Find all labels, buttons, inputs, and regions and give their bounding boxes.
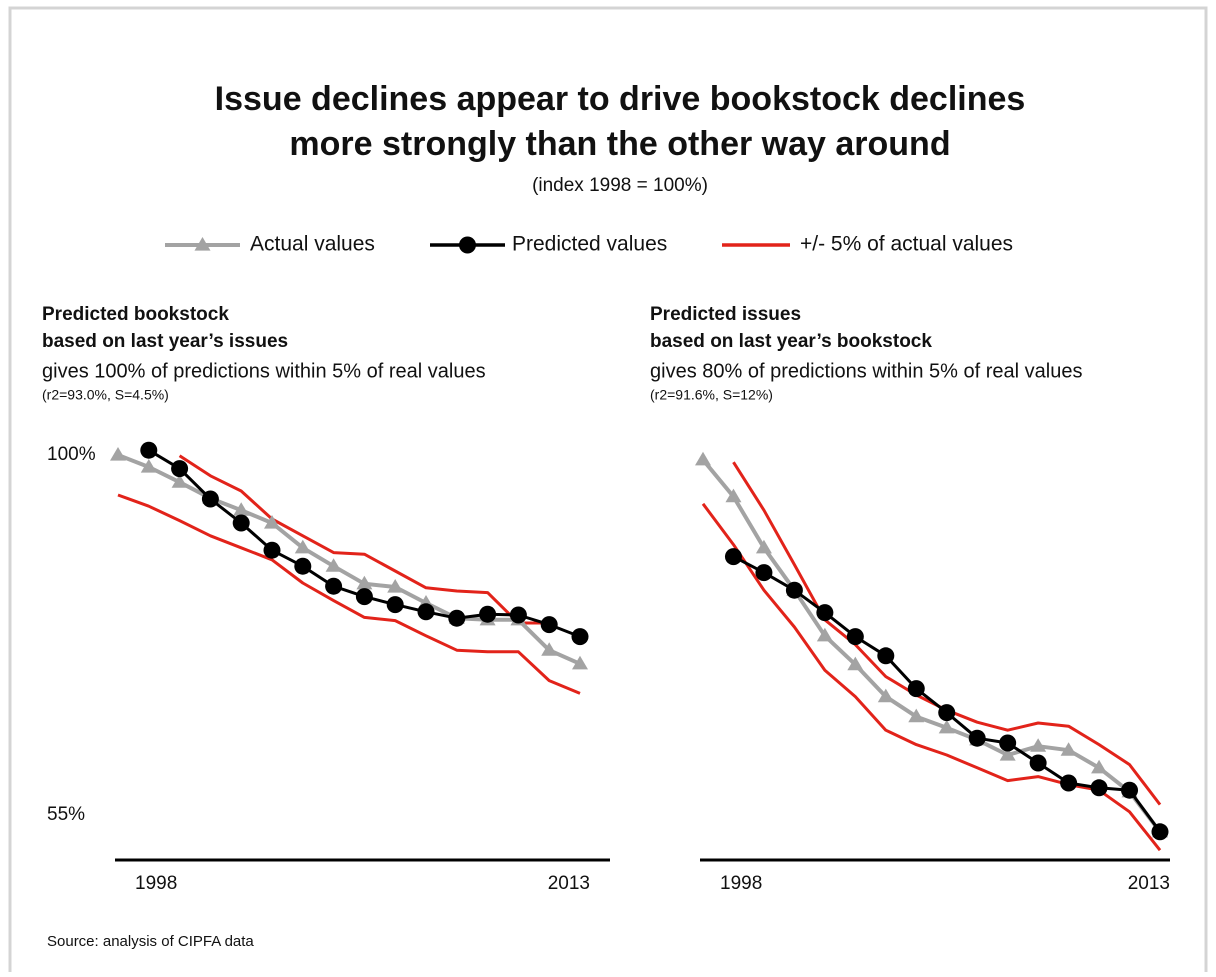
x-tick-label: 1998 <box>135 873 177 894</box>
marker-circle <box>448 609 466 627</box>
marker-circle <box>325 577 343 595</box>
marker-triangle <box>572 655 588 670</box>
marker-triangle <box>356 575 373 590</box>
series-line <box>117 493 581 695</box>
series-line <box>178 454 550 625</box>
marker-circle <box>877 647 895 665</box>
legend: Actual values Predicted values +/- 5% of a… <box>165 233 1013 256</box>
marker-circle <box>509 606 527 624</box>
marker-triangle <box>938 719 955 734</box>
marker-circle <box>201 490 219 508</box>
marker-circle <box>232 514 250 532</box>
marker-triangle <box>816 627 833 642</box>
marker-circle <box>417 603 435 621</box>
legend-label: Predicted values <box>512 233 667 256</box>
panel-title: Predicted issues <box>650 304 801 325</box>
marker-circle <box>816 604 834 622</box>
marker-circle <box>140 441 158 459</box>
marker-triangle <box>294 539 311 554</box>
marker-circle <box>355 588 373 606</box>
marker-circle <box>1121 781 1139 799</box>
panel-note: (r2=93.0%, S=4.5%) <box>42 387 169 403</box>
panel-description: gives 80% of predictions within 5% of re… <box>650 360 1082 382</box>
marker-triangle <box>877 688 894 703</box>
subtitle: (index 1998 = 100%) <box>532 175 708 196</box>
marker-triangle <box>908 708 925 723</box>
title: more strongly than the other way around <box>289 125 950 163</box>
marker-triangle <box>755 539 772 554</box>
marker-circle <box>1060 774 1078 792</box>
x-tick-label: 2013 <box>1128 873 1170 894</box>
marker-triangle <box>233 502 250 516</box>
marker-triangle <box>140 459 157 473</box>
marker-triangle <box>110 447 126 461</box>
marker-triangle <box>387 579 404 593</box>
marker-circle <box>1029 754 1047 772</box>
marker-triangle <box>264 515 280 529</box>
series-line <box>701 502 1162 852</box>
panel-subtitle: based on last year’s issues <box>42 331 288 352</box>
series-line <box>701 458 1162 834</box>
source: Source: analysis of CIPFA data <box>47 933 254 950</box>
marker-circle <box>1151 823 1169 841</box>
y-tick-label: 55% <box>47 804 85 825</box>
marker-circle <box>785 581 803 599</box>
panel-subtitle: based on last year’s bookstock <box>650 331 932 352</box>
x-tick-label: 2013 <box>548 873 590 894</box>
marker-triangle <box>1091 759 1108 774</box>
marker-circle <box>846 628 864 646</box>
marker-triangle <box>725 488 742 503</box>
marker-triangle <box>171 474 188 488</box>
marker-circle <box>724 548 742 566</box>
panel: Predicted issues based on last year’s boo… <box>650 304 1170 894</box>
panel-note: (r2=91.6%, S=12%) <box>650 387 773 403</box>
series-line <box>117 453 581 666</box>
marker-circle <box>479 605 497 623</box>
marker-circle <box>1090 779 1108 797</box>
panel-description: gives 100% of predictions within 5% of r… <box>42 360 486 382</box>
marker-circle <box>386 596 404 614</box>
marker-circle <box>459 236 476 254</box>
marker-triangle <box>541 642 558 656</box>
panel: Predicted bookstock based on last year’s … <box>42 304 610 894</box>
marker-circle <box>540 616 558 634</box>
marker-triangle <box>325 558 342 572</box>
marker-triangle <box>695 451 711 466</box>
marker-circle <box>907 680 925 698</box>
legend-label: Actual values <box>250 233 375 256</box>
legend-label: +/- 5% of actual values <box>800 233 1013 256</box>
title: Issue declines appear to drive bookstock… <box>215 80 1026 118</box>
y-tick-label: 100% <box>47 444 96 465</box>
marker-circle <box>171 460 189 478</box>
marker-circle <box>968 729 986 747</box>
marker-circle <box>999 734 1017 752</box>
marker-circle <box>263 541 281 559</box>
marker-triangle <box>847 656 864 671</box>
marker-circle <box>571 628 589 646</box>
marker-triangle <box>194 237 211 251</box>
marker-circle <box>938 704 956 722</box>
marker-circle <box>755 564 773 582</box>
x-tick-label: 1998 <box>720 873 762 894</box>
marker-triangle <box>1060 742 1077 756</box>
marker-triangle <box>999 747 1016 761</box>
marker-circle <box>294 557 312 575</box>
panel-title: Predicted bookstock <box>42 304 229 325</box>
marker-triangle <box>1030 738 1047 752</box>
